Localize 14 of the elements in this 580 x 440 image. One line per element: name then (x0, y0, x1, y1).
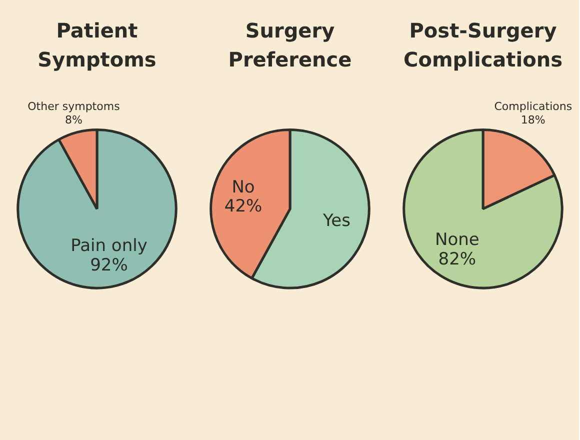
data-label: 18% (520, 114, 546, 127)
chart-title: Patient Symptoms (38, 18, 156, 72)
data-label: 92% (90, 255, 128, 276)
data-label: 8% (64, 114, 82, 127)
chart-title: Post-Surgery Complications (404, 18, 562, 72)
slice-label: Yes (322, 210, 351, 231)
slice-label: No (232, 177, 255, 198)
data-label: 82% (438, 249, 476, 270)
chart-title: Surgery Preference (228, 18, 352, 72)
slice-label: Pain only (70, 236, 148, 256)
data-label: 42% (224, 196, 262, 217)
slice-label: Complications (494, 100, 572, 114)
slice-label: Other symptoms (28, 100, 120, 114)
slice-label: None (434, 230, 480, 250)
